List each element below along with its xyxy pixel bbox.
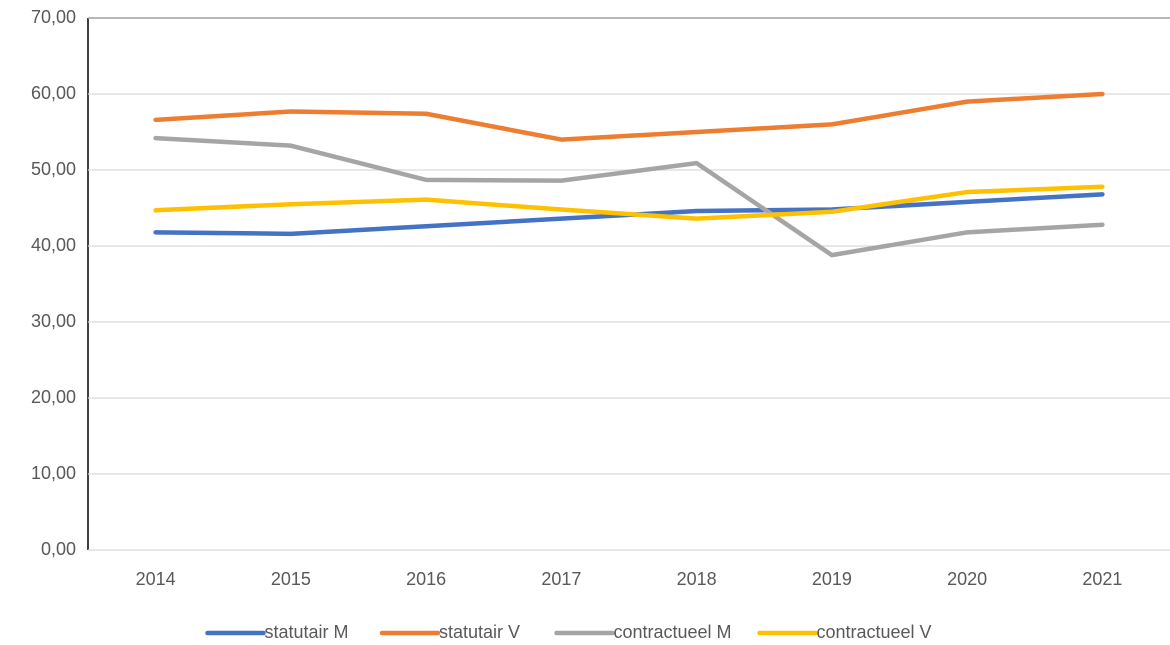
data-line <box>153 135 1105 258</box>
x-tick-label: 2017 <box>541 569 581 589</box>
y-tick-label: 40,00 <box>31 235 76 255</box>
legend-label: contractueel M <box>614 622 732 642</box>
legend-label: contractueel V <box>817 622 932 642</box>
y-tick-label: 50,00 <box>31 159 76 179</box>
y-tick-label: 20,00 <box>31 387 76 407</box>
x-tick-label: 2019 <box>812 569 852 589</box>
data-line <box>153 184 1105 221</box>
y-tick-label: 70,00 <box>31 7 76 27</box>
x-tick-label: 2020 <box>947 569 987 589</box>
y-tick-label: 30,00 <box>31 311 76 331</box>
x-tick-label: 2018 <box>677 569 717 589</box>
x-tick-label: 2016 <box>406 569 446 589</box>
y-tick-label: 10,00 <box>31 463 76 483</box>
x-tick-label: 2021 <box>1082 569 1122 589</box>
legend-label: statutair M <box>265 622 349 642</box>
y-tick-label: 0,00 <box>41 539 76 559</box>
x-tick-label: 2015 <box>271 569 311 589</box>
legend-label: statutair V <box>439 622 520 642</box>
x-tick-label: 2014 <box>136 569 176 589</box>
y-tick-label: 60,00 <box>31 83 76 103</box>
data-line <box>153 91 1105 142</box>
